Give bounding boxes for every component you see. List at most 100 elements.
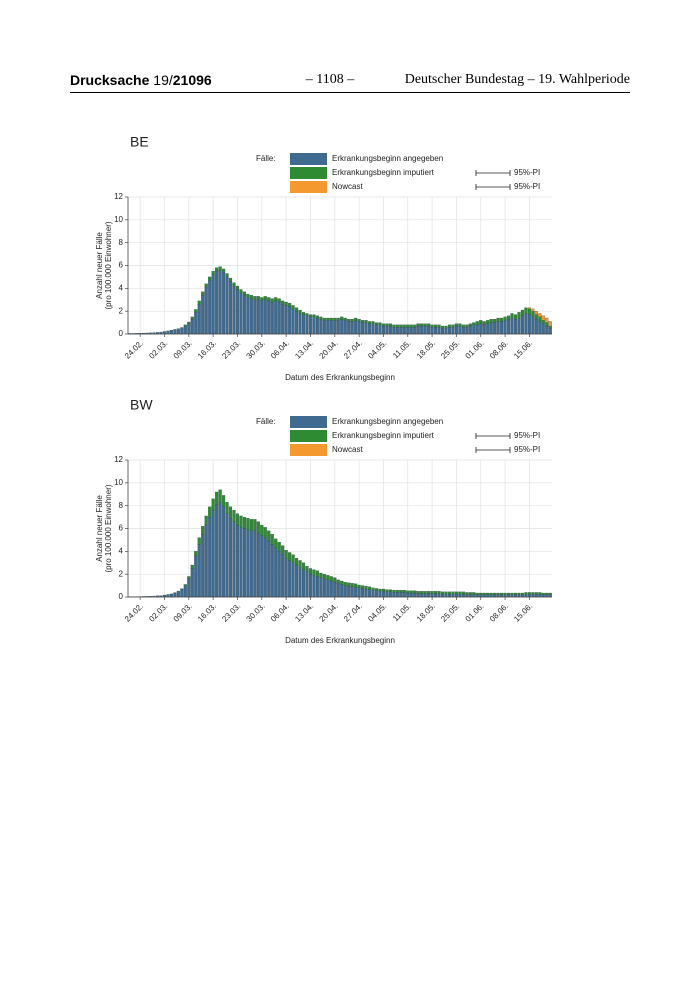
bar-segment — [489, 592, 493, 595]
bar-segment — [333, 317, 337, 321]
legend-label: Erkrankungsbeginn imputiert — [332, 168, 435, 177]
bar-segment — [489, 319, 493, 323]
bar-segment — [406, 324, 410, 328]
bar-segment — [364, 588, 368, 598]
bar-segment — [256, 299, 260, 335]
bar-segment — [496, 592, 500, 595]
bar-segment — [267, 300, 271, 335]
bar-segment — [277, 298, 281, 303]
doc-no: 21096 — [172, 72, 212, 88]
bar-segment — [249, 519, 253, 531]
y-tick-label: 4 — [119, 283, 124, 292]
bar-segment — [340, 584, 344, 598]
bar-segment — [187, 576, 191, 579]
bar-segment — [548, 592, 552, 595]
bar-segment — [187, 321, 191, 324]
bar-segment — [315, 315, 319, 319]
bar-segment — [288, 552, 292, 561]
bar-segment — [500, 317, 504, 322]
bar-segment — [420, 591, 424, 594]
bar-segment — [350, 321, 354, 335]
bar-segment — [361, 322, 365, 335]
bar-segment — [197, 537, 201, 545]
legend-swatch — [290, 167, 327, 179]
bar-segment — [173, 592, 177, 598]
bar-segment — [447, 591, 452, 595]
bar-segment — [329, 576, 333, 582]
bar-segment — [538, 594, 542, 598]
bar-segment — [211, 510, 215, 598]
bar-segment — [249, 298, 253, 335]
bar-segment — [312, 316, 316, 335]
bar-segment — [322, 317, 326, 321]
bar-segment — [385, 325, 389, 335]
bar-segment — [503, 320, 507, 335]
bar-segment — [437, 327, 441, 335]
bar-segment — [267, 297, 271, 302]
bar-segment — [458, 591, 462, 595]
bar-segment — [475, 592, 479, 595]
bar-segment — [225, 513, 229, 598]
bar-segment — [374, 588, 379, 591]
bar-segment — [531, 316, 535, 335]
bar-segment — [440, 328, 445, 335]
bar-segment — [190, 316, 194, 320]
legend-title: Fälle: — [256, 417, 276, 426]
bar-segment — [232, 510, 236, 522]
bar-segment — [294, 307, 299, 312]
bar-segment — [461, 594, 465, 598]
bar-segment — [367, 586, 372, 590]
bar-segment — [301, 569, 306, 598]
bar-segment — [500, 592, 504, 595]
bar-segment — [506, 592, 511, 595]
chart-title: BW — [130, 397, 153, 413]
bar-segment — [381, 323, 386, 327]
bar-segment — [201, 295, 205, 335]
bar-segment — [246, 293, 250, 298]
bar-segment — [527, 594, 531, 598]
bar-segment — [364, 322, 368, 335]
bar-segment — [315, 576, 319, 598]
bar-segment — [510, 313, 514, 319]
bar-segment — [531, 592, 535, 595]
bar-segment — [430, 593, 434, 598]
bar-segment — [347, 319, 351, 322]
bar-segment — [496, 317, 500, 322]
bar-segment — [270, 301, 274, 335]
bar-segment — [284, 550, 288, 559]
bar-segment — [378, 591, 382, 598]
x-tick-label: 30.03. — [245, 602, 267, 624]
bar-segment — [451, 327, 455, 335]
bar-segment — [385, 589, 389, 592]
bar-segment — [406, 592, 410, 598]
bar-segment — [354, 320, 358, 335]
bar-segment — [468, 325, 472, 335]
bar-segment — [218, 266, 222, 271]
bar-segment — [301, 312, 306, 315]
bar-segment — [270, 534, 274, 545]
x-tick-label: 15.06. — [512, 339, 534, 361]
bar-segment — [513, 592, 518, 595]
bar-segment — [260, 535, 264, 598]
bar-segment — [319, 316, 323, 320]
x-tick-label: 23.03. — [220, 339, 242, 361]
bar-segment — [479, 323, 483, 335]
bar-segment — [479, 592, 483, 595]
bar-segment — [409, 324, 413, 328]
bar-segment — [402, 324, 406, 328]
bar-segment — [277, 542, 281, 552]
bar-segment — [350, 583, 354, 587]
bar-segment — [242, 291, 246, 296]
bar-segment — [350, 319, 354, 322]
bar-segment — [513, 314, 518, 320]
x-tick-label: 16.03. — [196, 339, 218, 361]
bar-segment — [298, 309, 302, 314]
bar-segment — [434, 324, 438, 328]
bar-segment — [524, 313, 528, 335]
bar-segment — [347, 321, 351, 335]
bar-segment — [427, 593, 431, 598]
legend-label: Erkrankungsbeginn imputiert — [332, 431, 435, 440]
legend-swatch — [290, 444, 327, 456]
bar-segment — [235, 524, 240, 598]
